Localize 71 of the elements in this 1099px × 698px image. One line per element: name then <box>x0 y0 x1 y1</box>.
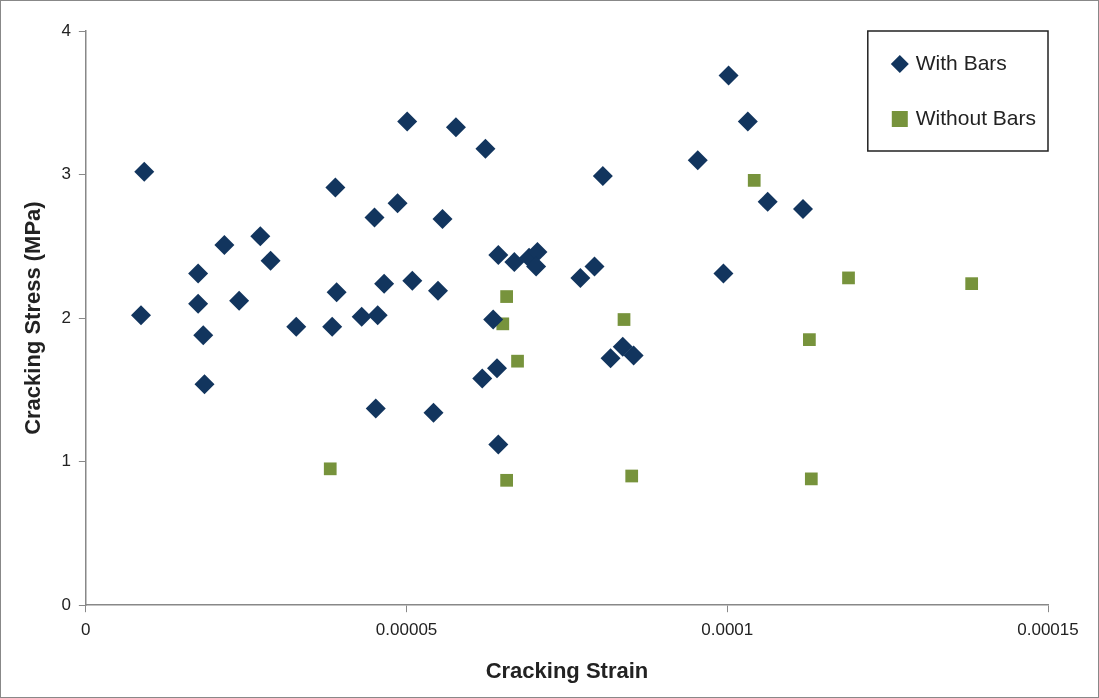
legend-label: With Bars <box>915 50 1007 74</box>
point <box>364 207 385 228</box>
point <box>134 161 155 182</box>
point <box>625 469 639 483</box>
point <box>747 173 761 187</box>
point <box>194 374 215 395</box>
point <box>250 226 271 247</box>
point <box>323 462 337 476</box>
point <box>428 280 448 301</box>
point <box>718 65 739 86</box>
point <box>965 277 979 291</box>
point <box>737 111 758 132</box>
point <box>188 293 209 314</box>
point <box>475 138 496 159</box>
x-tick-label: 0.00005 <box>375 620 438 640</box>
x-axis-title: Cracking Strain <box>485 657 649 683</box>
point <box>500 473 513 487</box>
y-tick-label: 2 <box>61 307 71 327</box>
point <box>397 111 418 132</box>
point <box>188 263 209 284</box>
y-tick-label: 1 <box>61 451 71 471</box>
point <box>500 290 513 303</box>
point <box>842 271 855 285</box>
point <box>527 242 548 263</box>
point <box>511 354 524 368</box>
legend-label: Without Bars <box>915 105 1037 129</box>
point <box>326 282 347 303</box>
point <box>214 234 235 255</box>
x-tick-label: 0.0001 <box>701 620 754 640</box>
point <box>374 273 395 294</box>
point <box>687 150 708 171</box>
y-tick-label: 3 <box>61 164 71 184</box>
point <box>351 306 372 327</box>
point <box>229 290 250 311</box>
point <box>584 256 605 277</box>
point <box>367 305 388 326</box>
point <box>612 336 633 357</box>
point <box>623 345 644 366</box>
y-tick-label: 0 <box>61 594 71 614</box>
point <box>617 313 631 326</box>
point <box>325 177 346 198</box>
point <box>504 252 525 273</box>
x-tick-label: 0 <box>81 620 91 640</box>
point <box>792 199 813 219</box>
point <box>131 305 152 326</box>
point <box>526 256 547 277</box>
point <box>600 348 621 369</box>
point <box>570 267 591 288</box>
point <box>592 165 613 186</box>
point <box>322 316 343 337</box>
point <box>402 270 423 291</box>
point <box>757 191 778 212</box>
point <box>804 472 818 486</box>
point <box>713 263 734 284</box>
point <box>445 117 466 138</box>
point <box>423 402 444 423</box>
y-tick-label: 4 <box>61 20 71 40</box>
point <box>193 325 214 346</box>
point <box>483 309 504 330</box>
point <box>488 244 509 265</box>
point <box>803 333 816 346</box>
point <box>365 398 386 419</box>
y-axis-title: Cracking Stress (MPa) <box>20 201 46 435</box>
point <box>260 250 281 271</box>
point <box>387 193 408 214</box>
point <box>487 358 508 379</box>
point <box>286 316 307 337</box>
x-tick-label: 0.00015 <box>1017 620 1079 640</box>
point <box>472 368 493 389</box>
point <box>488 434 509 455</box>
point <box>432 209 453 230</box>
